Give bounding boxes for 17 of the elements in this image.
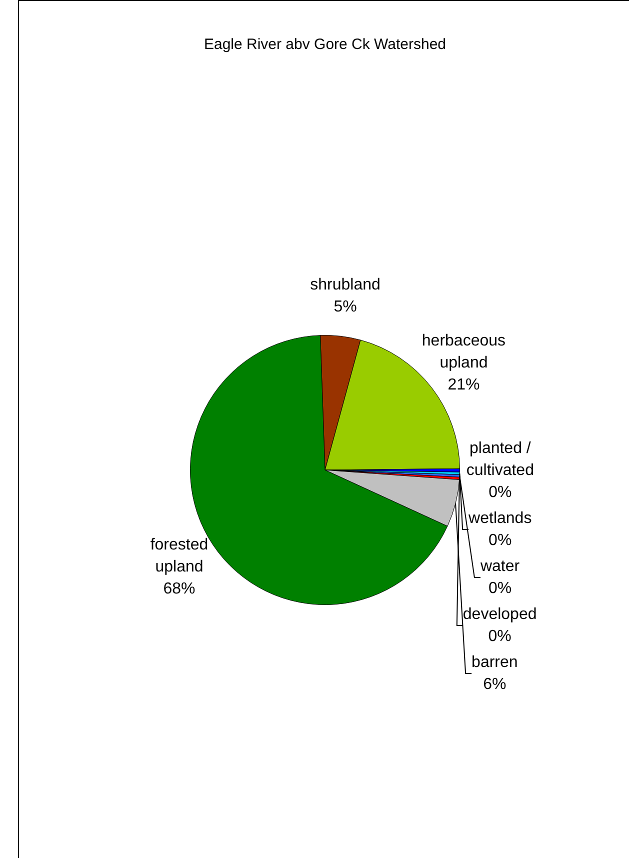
data-label: 0%: [488, 628, 512, 645]
slice-label: planted / cultivated: [466, 440, 534, 479]
data-label: 21%: [448, 376, 480, 394]
data-label: 5%: [334, 298, 357, 316]
slice-label: shrubland: [310, 276, 380, 294]
data-label: 6%: [483, 676, 506, 693]
data-label: 68%: [163, 580, 196, 598]
slice-label: herbaceous upland: [422, 332, 506, 372]
slice-label: wetlands: [468, 510, 532, 527]
slice-label: forested upland: [150, 536, 208, 576]
data-label: 0%: [488, 532, 512, 549]
slice-label: water: [479, 558, 520, 575]
data-label: 0%: [488, 484, 512, 501]
slice-label: developed: [462, 606, 537, 623]
chart-title: Eagle River abv Gore Ck Watershed: [204, 36, 446, 54]
slice-label: barren: [472, 654, 518, 671]
data-label: 0%: [488, 580, 512, 597]
